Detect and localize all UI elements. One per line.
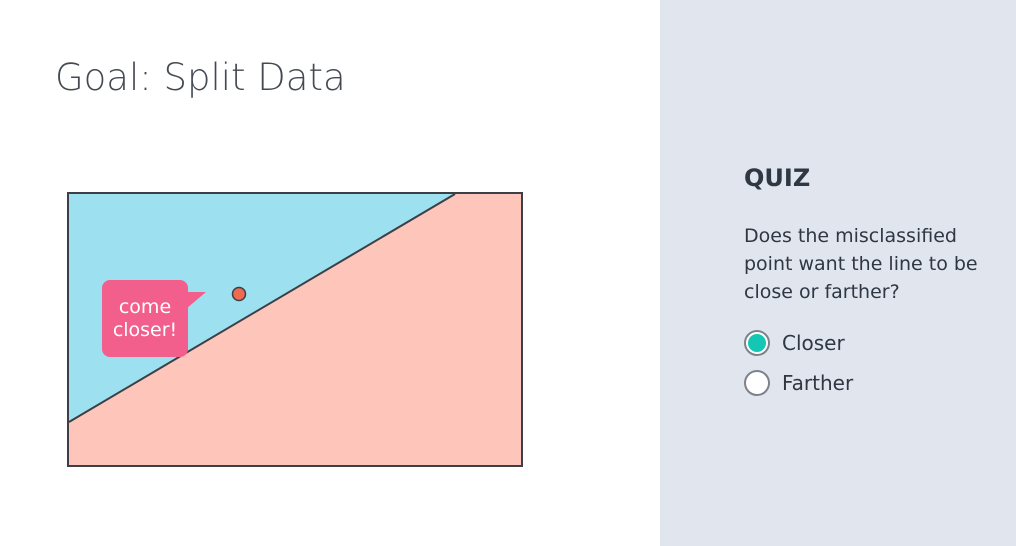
radio-dot-icon [748, 334, 766, 352]
lower-region [69, 194, 521, 465]
separating-line [68, 193, 456, 423]
radio-unselected-icon[interactable] [744, 370, 770, 396]
option-closer[interactable]: Closer [744, 330, 845, 356]
option-label[interactable]: Closer [782, 331, 845, 355]
quiz-title: QUIZ [744, 164, 811, 192]
quiz-panel: QUIZ Does the misclassified point want t… [660, 0, 1016, 546]
speech-bubble-text: come closer! [112, 295, 178, 341]
radio-selected-icon[interactable] [744, 330, 770, 356]
speech-bubble: come closer! [102, 280, 188, 357]
misclassified-point [231, 286, 247, 302]
slide-area: Goal: Split Data come closer! [55, 56, 523, 467]
plot-border [67, 192, 523, 467]
classification-figure [67, 192, 523, 467]
option-farther[interactable]: Farther [744, 370, 853, 396]
quiz-question: Does the misclassified point want the li… [744, 225, 978, 303]
option-label[interactable]: Farther [782, 371, 854, 395]
slide-title: Goal: Split Data [55, 56, 346, 99]
classification-plot [67, 192, 523, 467]
